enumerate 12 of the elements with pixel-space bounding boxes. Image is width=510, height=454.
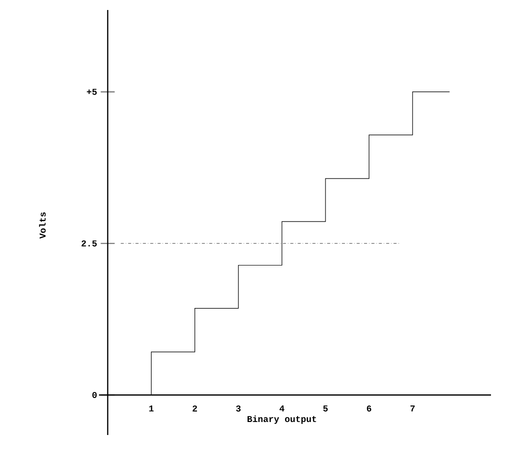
- y-tick-label: 2.5: [82, 240, 97, 246]
- x-tick-label: 3: [236, 405, 241, 412]
- x-tick-label: 4: [280, 405, 284, 412]
- x-tick-label: 6: [366, 405, 372, 412]
- x-tick-label: 1: [149, 405, 154, 412]
- x-tick-label: 2: [192, 405, 197, 412]
- x-tick-label: 5: [323, 405, 328, 412]
- x-axis-title: Binary output: [248, 415, 316, 424]
- y-tick-label: +5: [86, 88, 97, 95]
- y-axis-title: Volts: [39, 212, 46, 239]
- y-tick-label: 0: [92, 392, 97, 398]
- x-tick-label: 7: [410, 405, 415, 412]
